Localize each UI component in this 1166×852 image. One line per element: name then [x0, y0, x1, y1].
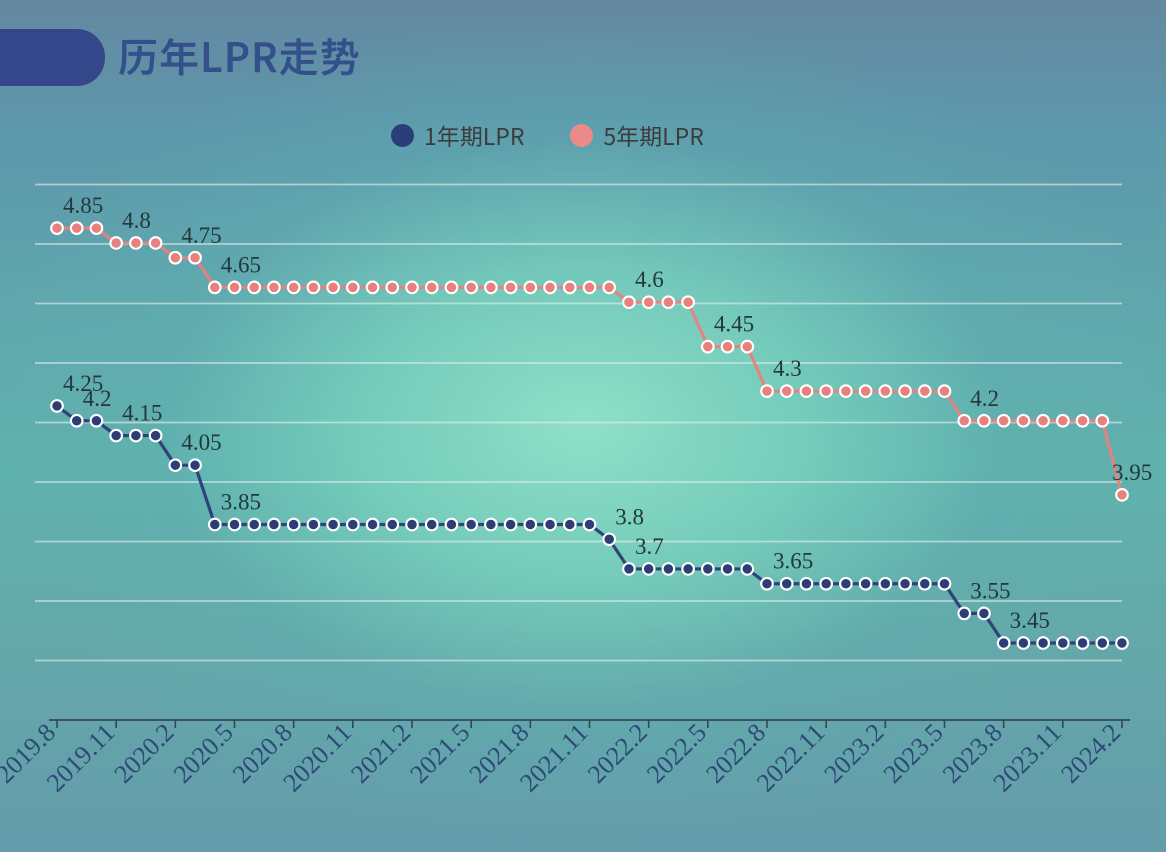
svg-text:4.45: 4.45 [714, 312, 754, 337]
svg-text:4.8: 4.8 [122, 208, 151, 233]
svg-text:4.3: 4.3 [773, 356, 802, 381]
svg-text:4.6: 4.6 [635, 267, 664, 292]
svg-text:3.8: 3.8 [615, 504, 644, 529]
svg-text:3.95: 3.95 [1112, 460, 1152, 485]
svg-text:2023.2: 2023.2 [819, 718, 890, 789]
svg-text:2020.11: 2020.11 [277, 718, 357, 798]
svg-text:4.05: 4.05 [181, 430, 221, 455]
svg-text:2023.5: 2023.5 [878, 718, 949, 789]
svg-text:4.75: 4.75 [181, 223, 221, 248]
svg-text:4.85: 4.85 [63, 193, 103, 218]
svg-text:3.55: 3.55 [970, 578, 1010, 603]
svg-text:4.2: 4.2 [970, 386, 999, 411]
svg-text:2020.2: 2020.2 [109, 718, 180, 789]
svg-text:2022.11: 2022.11 [751, 718, 831, 798]
svg-text:2021.2: 2021.2 [345, 718, 416, 789]
svg-text:2021.5: 2021.5 [404, 718, 475, 789]
svg-text:4.15: 4.15 [122, 401, 162, 426]
svg-text:3.45: 3.45 [1010, 608, 1050, 633]
svg-text:3.7: 3.7 [635, 534, 664, 559]
svg-text:3.85: 3.85 [221, 489, 261, 514]
svg-text:2020.5: 2020.5 [168, 718, 239, 789]
svg-text:2024.2: 2024.2 [1055, 718, 1126, 789]
svg-text:2022.5: 2022.5 [641, 718, 712, 789]
svg-text:2019.11: 2019.11 [41, 718, 121, 798]
svg-text:2023.11: 2023.11 [987, 718, 1067, 798]
svg-text:2022.2: 2022.2 [582, 718, 653, 789]
svg-text:4.65: 4.65 [221, 252, 261, 277]
svg-text:4.2: 4.2 [83, 386, 112, 411]
svg-text:3.65: 3.65 [773, 549, 813, 574]
svg-text:2021.11: 2021.11 [514, 718, 594, 798]
